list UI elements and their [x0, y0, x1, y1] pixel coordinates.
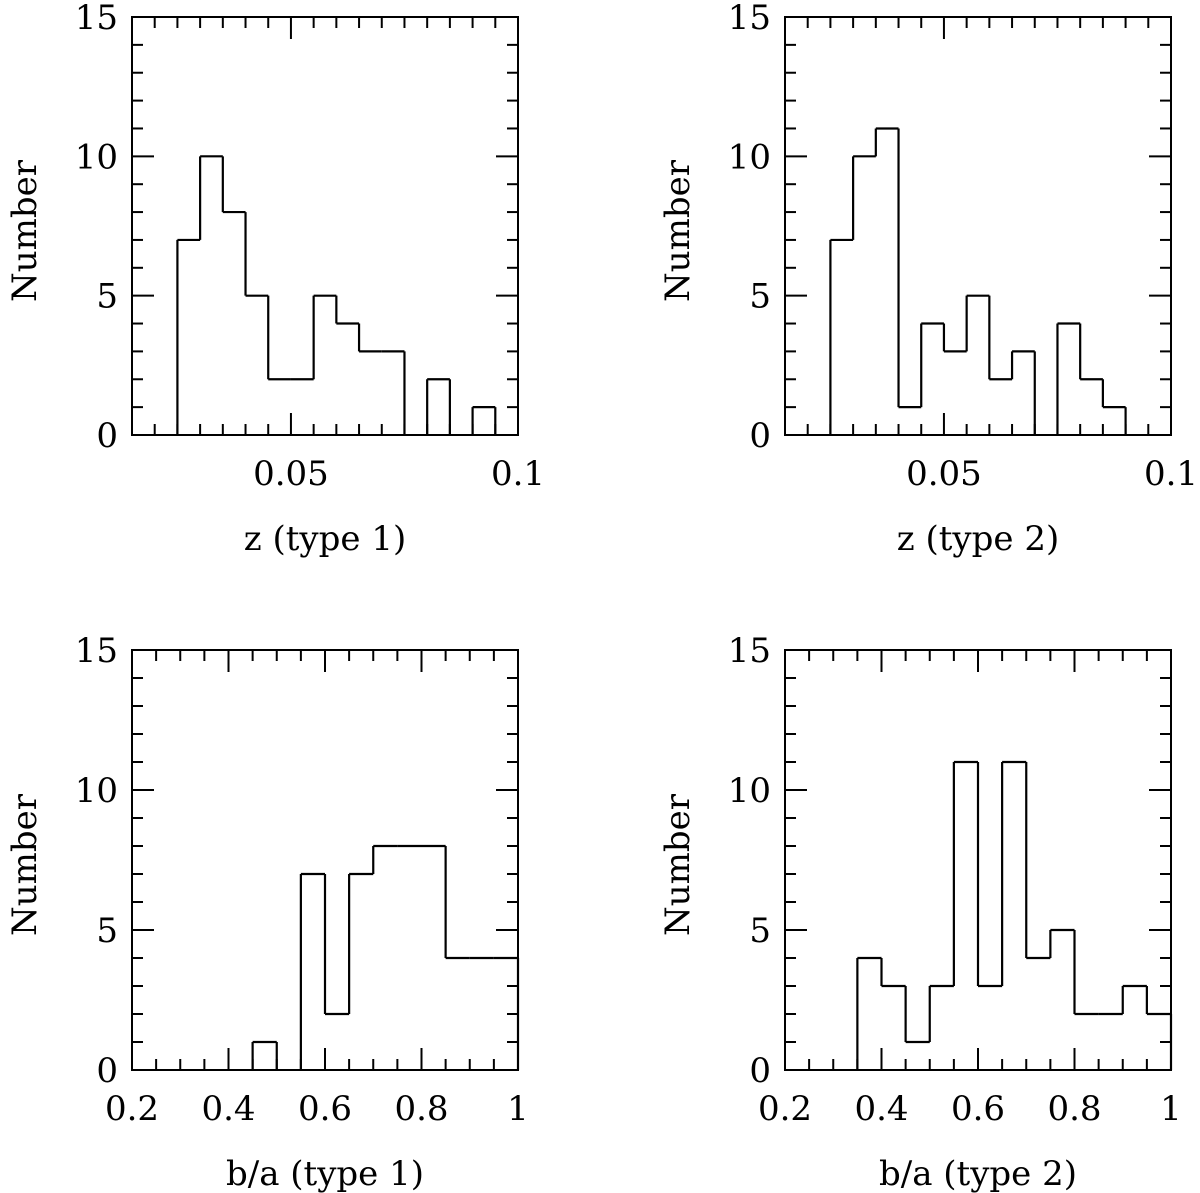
histogram-bars — [176, 155, 497, 435]
histogram-bar — [942, 323, 967, 353]
histogram-bar — [348, 872, 374, 1014]
histogram-bar — [852, 155, 876, 240]
y-tick-label: 10 — [75, 771, 118, 811]
y-tick-label: 0 — [749, 1051, 771, 1091]
y-axis-label: Number — [5, 159, 45, 302]
histogram-bar — [251, 1040, 277, 1070]
histogram-bar — [444, 846, 470, 960]
y-axis-label: Number — [5, 793, 45, 936]
y-tick-label: 5 — [749, 911, 771, 951]
histogram-bar — [976, 762, 1003, 988]
y-tick-label: 15 — [728, 631, 771, 671]
x-tick-label: 1 — [507, 1089, 529, 1129]
y-tick-label: 0 — [96, 416, 118, 456]
histogram-bar — [1001, 760, 1027, 986]
histogram-bar — [880, 958, 906, 988]
histogram-bar — [1010, 350, 1035, 380]
chart-panel-4: 0 5 10 15 0.2 0.4 0.6 0.8 1 b/a (type 2) Number — [658, 631, 1182, 1193]
histogram-bar — [829, 238, 854, 435]
y-axis-label: Number — [658, 793, 698, 936]
histogram-bar — [928, 984, 954, 1042]
histogram-bar — [299, 872, 325, 1070]
chart-panel-1: 0 5 10 15 0.05 0.1 z (type 1) Number — [5, 0, 545, 559]
x-axis-label: z (type 2) — [897, 519, 1059, 559]
y-tick-label: 15 — [728, 0, 771, 38]
y-tick-label: 10 — [728, 771, 771, 811]
chart-panel-2: 0 5 10 15 0.05 0.1 z (type 2) Number — [658, 0, 1198, 559]
x-tick-label: 0.6 — [298, 1089, 352, 1129]
histogram-bar — [471, 406, 496, 435]
histogram-bars — [829, 127, 1127, 435]
histogram-bar — [1025, 762, 1051, 960]
x-tick-label: 0.1 — [491, 454, 545, 494]
x-tick-label: 1 — [1160, 1089, 1182, 1129]
histogram-bar — [1121, 984, 1147, 1014]
histogram-bar — [904, 986, 930, 1044]
histogram-bar — [267, 295, 291, 381]
histogram-bar — [920, 322, 944, 408]
histogram-bar — [1079, 323, 1103, 381]
histogram-bar — [1073, 930, 1099, 1016]
y-axis-label: Number — [658, 159, 698, 302]
y-tick-label: 5 — [749, 277, 771, 317]
x-tick-label: 0.05 — [253, 454, 329, 494]
histogram-bar — [1056, 322, 1081, 435]
histogram-bar — [335, 295, 360, 325]
histogram-bars — [251, 844, 520, 1070]
histogram-bars — [856, 760, 1173, 1070]
y-tick-label: 5 — [96, 911, 118, 951]
x-tick-label: 0.1 — [1144, 454, 1198, 494]
y-tick-label: 0 — [96, 1051, 118, 1091]
y-tick-label: 15 — [75, 631, 118, 671]
x-tick-label: 0.8 — [394, 1089, 448, 1129]
x-tick-label: 0.6 — [951, 1089, 1005, 1129]
y-tick-label: 15 — [75, 0, 118, 38]
histogram-bar — [199, 155, 223, 240]
histogram-bar — [965, 294, 990, 352]
x-axis-label: b/a (type 1) — [226, 1154, 424, 1193]
histogram-bar — [323, 874, 350, 1016]
histogram-bar — [1145, 986, 1171, 1016]
x-axis-label: b/a (type 2) — [879, 1154, 1077, 1193]
chart-panel-3: 0 5 10 15 0.2 0.4 0.6 0.8 1 b/a (type 1) Number — [5, 631, 529, 1193]
x-tick-label: 0.2 — [758, 1089, 812, 1129]
plot-frame — [131, 16, 519, 436]
histogram-bar — [952, 760, 978, 986]
x-tick-label: 0.2 — [105, 1089, 159, 1129]
histogram-bar — [357, 323, 382, 353]
histogram-bar — [372, 844, 398, 874]
histogram-bar — [176, 238, 201, 435]
histogram-bar — [221, 156, 246, 214]
x-tick-label: 0.05 — [906, 454, 982, 494]
y-tick-label: 0 — [749, 416, 771, 456]
x-axis-label: z (type 1) — [244, 519, 406, 559]
x-tick-label: 0.8 — [1047, 1089, 1101, 1129]
histogram-bar — [897, 128, 922, 409]
histogram-bar — [874, 127, 899, 157]
histogram-bar — [426, 378, 450, 435]
y-tick-label: 10 — [75, 137, 118, 177]
y-tick-label: 10 — [728, 137, 771, 177]
histogram-bar — [244, 212, 269, 297]
histogram-bar — [988, 295, 1013, 381]
plot-frame — [784, 16, 1172, 436]
histogram-bar — [1101, 379, 1126, 409]
histogram-bar — [856, 956, 882, 1070]
y-tick-label: 5 — [96, 277, 118, 317]
histogram-bar — [1049, 928, 1075, 958]
histogram-bar — [312, 294, 337, 380]
x-tick-label: 0.4 — [854, 1089, 908, 1129]
x-tick-label: 0.4 — [201, 1089, 255, 1129]
